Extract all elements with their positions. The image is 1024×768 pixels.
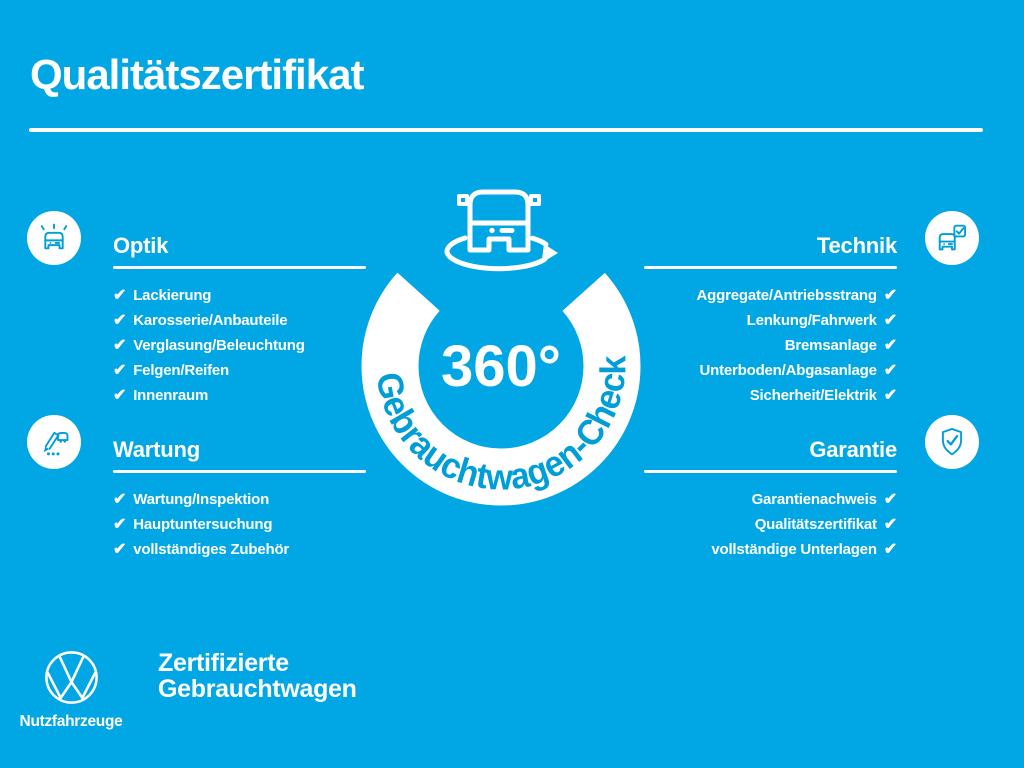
checklist-item-label: Innenraum (133, 387, 209, 404)
checklist-item-label: Lenkung/Fahrwerk (746, 312, 877, 329)
section-divider (644, 266, 897, 269)
checklist-wartung: ✔ Wartung/Inspektion ✔ Hauptuntersuchung ✔… (113, 487, 366, 562)
nutzfahrzeuge-wordmark: Nutzfahrzeuge (19, 713, 123, 730)
checklist-item-label: Verglasung/Beleuchtung (133, 337, 305, 354)
section-title-optik: Optik (113, 233, 169, 258)
check-icon: ✔ (883, 286, 897, 304)
checklist-item: ✔ vollständiges Zubehör (113, 537, 366, 562)
check-icon: ✔ (883, 336, 897, 354)
checklist-item: ✔ Verglasung/Beleuchtung (113, 333, 366, 358)
section-garantie: Garantie Garantienachweis ✔ Qualitätszert… (644, 437, 897, 562)
check-icon: ✔ (883, 311, 897, 329)
shield-check-icon (941, 427, 963, 456)
section-optik: Optik ✔ Lackierung ✔ Karosserie/Anbauteile… (113, 233, 366, 408)
checklist-item: Bremsanlage ✔ (644, 333, 897, 358)
sparkling-car-icon (40, 223, 68, 250)
checklist-item: ✔ Innenraum (113, 383, 366, 408)
checklist-garantie: Garantienachweis ✔ Qualitätszertifikat ✔ v… (644, 487, 897, 562)
optik-badge (27, 211, 81, 265)
checklist-item-label: vollständiges Zubehör (133, 541, 290, 558)
checklist-item: Aggregate/Antriebsstrang ✔ (644, 283, 898, 308)
claim-text: Zertifizierte Gebrauchtwagen (158, 649, 357, 703)
ring-arc (361, 226, 641, 506)
check-icon: ✔ (883, 490, 897, 508)
section-title-wartung: Wartung (113, 437, 200, 462)
checklist-item-label: Hauptuntersuchung (133, 516, 273, 533)
vw-logo (45, 651, 98, 704)
van-360-rotation-icon (444, 189, 558, 272)
check-icon: ✔ (113, 515, 127, 533)
checklist-item-label: Wartung/Inspektion (133, 491, 270, 508)
degrees-label: 360° (441, 334, 561, 399)
checklist-item: Sicherheit/Elektrik ✔ (644, 383, 898, 408)
check-icon: ✔ (113, 540, 127, 558)
checklist-item-label: vollständige Unterlagen (711, 541, 877, 558)
section-wartung: Wartung ✔ Wartung/Inspektion ✔ Hauptunters… (113, 437, 366, 562)
check-icon: ✔ (113, 286, 127, 304)
technik-badge (925, 211, 979, 265)
section-title-technik: Technik (816, 233, 897, 258)
checklist-item-label: Bremsanlage (784, 337, 877, 354)
checklist-item: ✔ Felgen/Reifen (113, 358, 366, 383)
checklist-item: ✔ Hauptuntersuchung (113, 512, 366, 537)
check-icon: ✔ (113, 386, 127, 404)
checklist-item: Lenkung/Fahrwerk ✔ (644, 308, 898, 333)
title-divider (29, 128, 983, 132)
check-icon: ✔ (113, 336, 127, 354)
checklist-item-label: Unterboden/Abgasanlage (699, 362, 877, 379)
section-divider (113, 266, 366, 269)
checklist-item-label: Lackierung (133, 287, 212, 304)
checklist-item: ✔ Lackierung (113, 283, 366, 308)
checklist-item-label: Karosserie/Anbauteile (133, 312, 288, 329)
checklist-item: Garantienachweis ✔ (644, 487, 898, 512)
checklist-item-label: Felgen/Reifen (133, 362, 229, 379)
check-icon: ✔ (883, 540, 897, 558)
checklist-item: ✔ Wartung/Inspektion (113, 487, 366, 512)
checklist-technik: Aggregate/Antriebsstrang ✔ Lenkung/Fahrwe… (644, 283, 898, 408)
checklist-item: Unterboden/Abgasanlage ✔ (644, 358, 897, 383)
checklist-item-label: Sicherheit/Elektrik (749, 387, 877, 404)
check-icon: ✔ (113, 490, 127, 508)
check-icon: ✔ (883, 386, 897, 404)
check-icon: ✔ (113, 311, 127, 329)
checklist-item-label: Garantienachweis (751, 491, 877, 508)
check-icon: ✔ (883, 361, 897, 379)
garantie-badge (925, 415, 979, 469)
checklist-item: ✔ Karosserie/Anbauteile (113, 308, 366, 333)
claim-line-2: Gebrauchtwagen (158, 674, 357, 703)
page-title: Qualitätszertifikat (30, 51, 364, 98)
checklist-item: vollständige Unterlagen ✔ (644, 537, 897, 562)
section-divider (113, 470, 366, 473)
section-technik: Technik Aggregate/Antriebsstrang ✔ Lenkun… (644, 233, 897, 408)
wartung-badge (27, 415, 81, 469)
claim-line-1: Zertifizierte (158, 649, 289, 677)
checklist-item-label: Qualitätszertifikat (754, 516, 877, 533)
section-title-garantie: Garantie (809, 437, 897, 462)
section-divider (644, 470, 897, 473)
checklist-item: Qualitätszertifikat ✔ (644, 512, 898, 537)
check-icon: ✔ (883, 515, 897, 533)
service-record-icon (43, 431, 69, 456)
check-icon: ✔ (113, 361, 127, 379)
gebrauchtwagen-check-ring: Gebrauchtwagen-Check 360° (361, 189, 641, 506)
car-checkbox-icon (938, 224, 967, 251)
checklist-optik: ✔ Lackierung ✔ Karosserie/Anbauteile ✔ Verg… (113, 283, 366, 408)
checklist-item-label: Aggregate/Antriebsstrang (696, 287, 877, 304)
